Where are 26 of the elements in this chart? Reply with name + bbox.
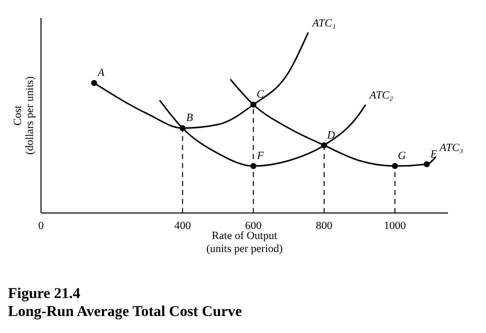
series-label: ATC₃ [438,142,464,154]
annotation: F [256,150,264,162]
series-label: ATC₁ [311,17,336,30]
y-axis-title: Cost (dollars per units) [12,76,36,155]
x-tick-label: 0 [38,220,44,232]
x-tick-label: 600 [245,220,262,232]
x-tick-label: 1000 [384,220,406,232]
annotation: B [186,112,194,124]
text: Long-Run Average Total Cost Curve [8,303,243,321]
annotation: D [326,129,336,142]
x-tick-label: 400 [174,220,192,232]
point [180,125,186,132]
annotation: A [96,67,105,79]
point [250,102,256,108]
x-axis-title: Rate of Output (units per period) [206,230,284,255]
point [321,142,328,148]
x-tick-label: 800 [316,220,333,232]
annotation: G [398,150,406,162]
point [91,80,98,86]
annotation: E [429,148,438,160]
annotation: C [256,88,265,101]
series-label: ATC₂ [368,90,394,102]
point [250,163,256,170]
text: Figure 21.4 [8,285,82,303]
point [424,161,430,168]
point [392,163,398,170]
